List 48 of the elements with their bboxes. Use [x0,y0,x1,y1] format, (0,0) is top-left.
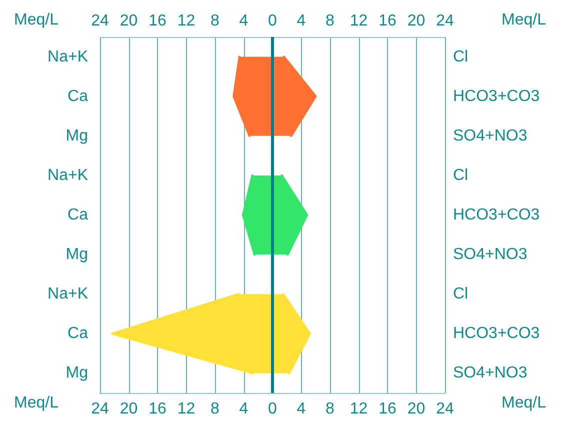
x2-tick-label: 0 [268,12,278,30]
x2-tick-label: 20 [407,12,426,30]
text: Meq/L [502,12,546,28]
x-tick-label: 20 [407,400,426,418]
x-tick-label: 8 [326,400,335,418]
y2-tick-label: Cl [453,286,468,303]
x-axis-title: Meq/L [14,394,59,412]
y-tick-label: Ca [68,325,88,342]
x2-tick-label: 12 [177,12,196,30]
x2-tick-label: 24 [91,12,109,30]
y2-tick-label: Cl [453,166,468,184]
y2-tick-label: Cl [453,48,468,66]
x-tick-label: 12 [350,400,368,418]
text: Meq/L [502,394,546,412]
x2-axis-title: Meq/L [14,12,59,28]
x-tick-label: 16 [148,400,166,418]
x2-tick-label: 4 [239,12,248,30]
x2-tick-label: 8 [210,12,220,30]
x-tick-label: 24 [436,400,454,418]
x-tick-label: 0 [268,400,278,418]
y-tick-label: Na+K [48,48,88,66]
x-tick-label: 4 [239,400,248,418]
y2-tick-label: SO4+NO3 [453,127,528,144]
y-tick-label: Mg [66,127,88,144]
x2-tick-label: 16 [148,12,166,30]
y-tick-label: Mg [66,246,88,264]
y2-tick-label: SO4+NO3 [453,364,528,382]
x2-tick-label: 20 [120,12,138,30]
y2-tick-label: HCO3+CO3 [453,88,540,105]
x2-tick-label: 16 [378,12,396,30]
x2-tick-label: 24 [436,12,454,30]
x-tick-label: 20 [120,400,138,418]
y2-tick-label: HCO3+CO3 [453,206,540,224]
x-tick-label: 4 [296,400,306,418]
x-tick-label: 12 [177,400,196,418]
y-tick-label: Na+K [48,166,88,184]
y-tick-label: Ca [68,206,88,224]
x-tick-label: 16 [378,400,396,418]
x-tick-label: 8 [210,400,220,418]
y-tick-label: Mg [66,364,88,382]
x2-tick-label: 12 [350,12,368,30]
x-tick-label: 24 [91,400,109,418]
x2-tick-label: 8 [326,12,335,30]
y2-tick-label: SO4+NO3 [453,246,528,264]
x2-tick-label: 4 [296,12,306,30]
y-tick-label: Ca [68,88,88,105]
y-tick-label: Na+K [48,286,88,303]
y2-tick-label: HCO3+CO3 [453,325,540,342]
